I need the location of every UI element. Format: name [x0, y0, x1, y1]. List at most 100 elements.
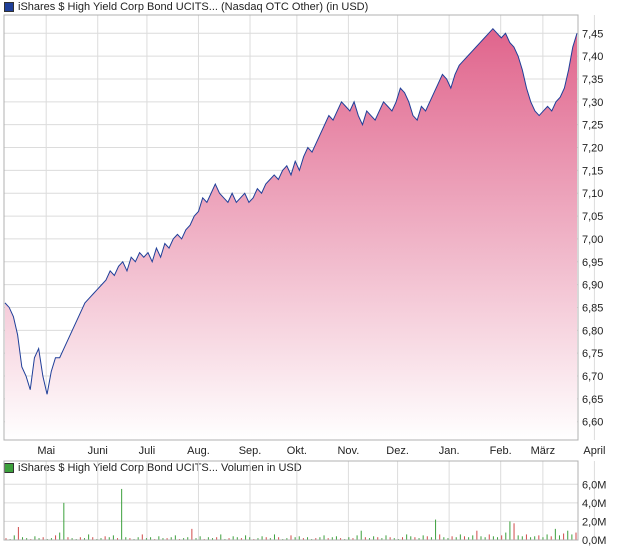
volume-bar	[129, 538, 131, 540]
price-y-tick-label: 6,75	[582, 348, 603, 360]
price-y-tick-label: 7,25	[582, 120, 603, 132]
price-y-tick-label: 7,30	[582, 97, 603, 109]
price-x-tick-label: März	[531, 445, 555, 457]
price-x-tick-label: April	[583, 445, 605, 457]
volume-bar	[191, 528, 193, 540]
volume-bar	[100, 538, 102, 540]
volume-bar	[22, 537, 24, 540]
volume-bar	[563, 533, 565, 540]
price-axes: 7,45 7,40 7,35 7,30 7,25 7,20 7,15 7,10 7,05 7,00…	[3, 14, 605, 457]
volume-bar	[55, 535, 57, 540]
volume-bar	[488, 534, 490, 540]
volume-bar	[174, 535, 176, 540]
price-y-tick-label: 6,80	[582, 325, 603, 337]
volume-bar	[558, 535, 560, 540]
volume-bar	[92, 537, 94, 540]
volume-bar	[265, 537, 267, 540]
volume-bar	[63, 502, 65, 540]
volume-bar	[335, 536, 337, 540]
volume-bar	[26, 538, 28, 540]
volume-y-tick-label: 6,0M	[582, 479, 606, 491]
volume-bar	[166, 538, 168, 540]
volume-bar	[34, 536, 36, 540]
price-y-tick-label: 6,60	[582, 417, 603, 429]
volume-bar	[439, 534, 441, 540]
volume-bar	[447, 538, 449, 540]
volume-bar	[389, 537, 391, 540]
volume-bar	[323, 535, 325, 540]
volume-bar	[352, 538, 354, 540]
volume-bar	[13, 535, 15, 540]
volume-bars	[5, 488, 577, 540]
price-y-tick-label: 7,40	[582, 51, 603, 63]
volume-bar	[455, 537, 457, 540]
volume-bar	[294, 537, 296, 540]
volume-bar	[525, 534, 527, 540]
volume-bar	[137, 537, 139, 540]
volume-bar	[381, 538, 383, 540]
volume-y-tick-label: 2,0M	[582, 516, 606, 528]
volume-bar	[42, 537, 44, 540]
volume-bar	[501, 535, 503, 540]
volume-bar	[505, 532, 507, 540]
volume-bar	[273, 534, 275, 540]
volume-bar	[207, 537, 209, 540]
volume-bar	[286, 538, 288, 540]
volume-legend: iShares $ High Yield Corp Bond UCITS... …	[4, 461, 302, 475]
volume-bar	[414, 537, 416, 540]
volume-bar	[422, 535, 424, 540]
volume-bar	[327, 538, 329, 540]
volume-bar	[435, 519, 437, 540]
price-y-tick-label: 6,65	[582, 394, 603, 406]
volume-bar	[492, 536, 494, 540]
volume-bar	[331, 537, 333, 540]
volume-bar	[232, 536, 234, 540]
price-line	[4, 27, 578, 395]
volume-bar	[480, 536, 482, 540]
volume-bar	[418, 538, 420, 540]
volume-bar	[575, 532, 577, 540]
volume-bar	[117, 538, 119, 540]
volume-bar	[187, 537, 189, 540]
volume-bar	[554, 528, 556, 540]
volume-bar	[319, 537, 321, 540]
volume-bar	[125, 537, 127, 540]
volume-bar	[88, 534, 90, 540]
volume-bar	[542, 537, 544, 540]
volume-bar	[360, 530, 362, 540]
volume-chart-title: iShares $ High Yield Corp Bond UCITS... …	[18, 462, 302, 474]
price-y-tick-label: 6,70	[582, 371, 603, 383]
price-series	[4, 27, 578, 441]
price-legend: iShares $ High Yield Corp Bond UCITS... …	[4, 0, 368, 14]
volume-bar	[216, 537, 218, 540]
volume-bar	[228, 538, 230, 540]
volume-bar	[373, 536, 375, 540]
volume-axes: 6,0M 4,0M 2,0M 0,0M	[3, 460, 606, 546]
price-area-fill	[5, 28, 577, 441]
volume-bar	[38, 538, 40, 540]
volume-bar	[162, 538, 164, 540]
volume-bar	[451, 536, 453, 540]
volume-bar	[261, 536, 263, 540]
volume-bar	[402, 537, 404, 540]
volume-bar	[443, 537, 445, 540]
volume-bar	[302, 538, 304, 540]
volume-bar	[199, 536, 201, 540]
volume-bar	[348, 537, 350, 540]
volume-bar	[521, 536, 523, 540]
volume-bar	[257, 538, 259, 540]
volume-bar	[5, 538, 7, 540]
price-x-tick-label: Juni	[88, 445, 108, 457]
volume-bar	[158, 536, 160, 540]
volume-bar	[195, 538, 197, 540]
volume-y-tick-label: 4,0M	[582, 498, 606, 510]
volume-bar	[530, 537, 532, 540]
volume-bar	[17, 527, 19, 540]
volume-bar	[315, 538, 317, 540]
price-plot-frame	[3, 14, 579, 441]
volume-bar	[550, 536, 552, 540]
volume-bar	[298, 536, 300, 540]
price-x-tick-label: Nov.	[337, 445, 359, 457]
volume-bar	[220, 534, 222, 540]
volume-bar	[410, 536, 412, 540]
